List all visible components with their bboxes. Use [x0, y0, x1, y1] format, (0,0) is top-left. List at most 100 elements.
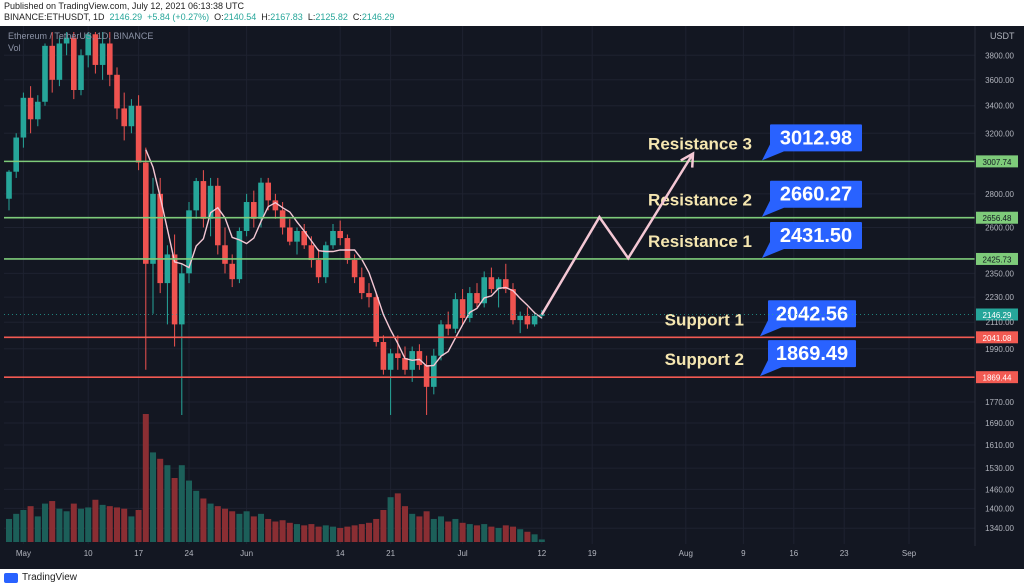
price-tick-label: 3800.00 [985, 51, 1014, 60]
volume-bar [438, 516, 444, 542]
candle-body [265, 182, 271, 201]
volume-bar [85, 507, 92, 542]
axis-level-value: 2656.48 [983, 214, 1012, 223]
price-value: 2146.29 [109, 12, 143, 22]
volume-bar [56, 508, 63, 542]
last-price-tag [976, 308, 1018, 321]
candle-body [207, 185, 214, 219]
candle-body [351, 260, 358, 278]
volume-bar [20, 510, 27, 542]
price-tick-label: 1770.00 [985, 398, 1014, 407]
candle-body [380, 342, 387, 370]
candle-body [99, 43, 106, 65]
axis-level-tag [976, 211, 1018, 224]
volume-bar [250, 516, 257, 542]
last-price-value: 2146.29 [983, 311, 1012, 320]
volume-bar [13, 513, 20, 542]
low-label: L: [307, 12, 316, 22]
price-tick-label: 3600.00 [985, 76, 1014, 85]
price-tick-label: 3200.00 [985, 129, 1014, 138]
axis-level-tag [976, 371, 1018, 384]
volume-bar [272, 521, 279, 542]
candle-body [287, 227, 293, 242]
level-value-label: 3012.98 [780, 127, 852, 149]
volume-bar [308, 524, 315, 542]
volume-bar [387, 497, 394, 542]
symbol-label: BINANCE:ETHUSDT, 1D [4, 12, 105, 22]
candle-body [474, 293, 480, 304]
volume-bar [286, 522, 293, 542]
candle-body [431, 355, 437, 387]
volume-bar [330, 526, 336, 542]
high-label: H: [261, 12, 271, 22]
candle-body [27, 97, 34, 120]
volume-bar [236, 513, 243, 542]
candle-body [438, 324, 444, 356]
axis-level-value: 2425.73 [983, 255, 1012, 264]
candle-body [35, 101, 41, 120]
candle-body [164, 254, 171, 284]
volume-bar [459, 522, 466, 542]
candle-body [63, 37, 70, 44]
candle-body [481, 277, 487, 304]
change-value: +5.84 (+0.27%) [147, 12, 210, 22]
candle-body [85, 34, 91, 56]
volume-bar [193, 490, 200, 542]
level-value-label: 2660.27 [780, 184, 852, 206]
volume-bar [114, 507, 120, 542]
axis-level-value: 1869.44 [983, 374, 1012, 383]
volume-bar [510, 526, 516, 542]
volume-bar [402, 506, 408, 542]
level-value-box [770, 221, 862, 249]
candle-body [92, 34, 99, 65]
candle-body [402, 358, 408, 370]
date-tick-label: 21 [386, 549, 395, 558]
volume-bar [121, 508, 128, 542]
price-tick-label: 2800.00 [985, 190, 1014, 199]
projection-arrow-line [540, 152, 695, 316]
candle-body [236, 230, 243, 280]
volume-bar [70, 503, 77, 542]
date-tick-label: Sep [902, 549, 917, 558]
candle-body [78, 55, 84, 91]
candle-body [503, 279, 509, 290]
level-value-box [770, 180, 862, 208]
price-tick-label: 1610.00 [985, 441, 1014, 450]
volume-bar [186, 480, 192, 542]
volume-bar [488, 526, 495, 542]
candle-body [359, 277, 365, 294]
volume-bar [452, 518, 459, 542]
date-tick-label: Jun [240, 549, 253, 558]
candle-body [71, 37, 77, 91]
candle-body [128, 105, 135, 127]
volume-bar [344, 526, 351, 542]
candle-body [272, 200, 279, 211]
volume-bar [394, 493, 401, 542]
volume-bar [531, 534, 538, 542]
legend-title: Ethereum / TetherUS, 1D, BINANCE [8, 31, 153, 41]
price-tick-label: 1460.00 [985, 485, 1014, 494]
price-tick-label: 2110.00 [986, 318, 1015, 327]
volume-bar [92, 499, 99, 542]
ohlc-readout: BINANCE:ETHUSDT, 1D 2146.29 +5.84 (+0.27… [4, 12, 394, 22]
volume-bar [222, 508, 228, 542]
published-note: Published on TradingView.com, July 12, 2… [4, 1, 244, 11]
candle-body [337, 230, 343, 239]
volume-bar [135, 510, 142, 542]
volume-bar [380, 510, 387, 542]
level-value-label: 2431.50 [780, 225, 852, 247]
candle-body [531, 315, 538, 325]
price-tick-label: 2350.00 [985, 269, 1014, 278]
volume-bar [200, 498, 207, 542]
close-value: 2146.29 [361, 12, 395, 22]
open-label: O: [214, 12, 224, 22]
candlestick-chart[interactable]: 3012.98 Resistance 3 3007.74 2660.27 Resista… [0, 26, 1024, 569]
candle-body [114, 74, 120, 109]
volume-bar [157, 458, 164, 542]
volume-bar [351, 525, 358, 542]
date-tick-label: Aug [679, 549, 693, 558]
close-label: C: [352, 12, 362, 22]
low-value: 2125.82 [315, 12, 348, 22]
candle-body [330, 230, 336, 246]
candle-body [222, 245, 228, 264]
